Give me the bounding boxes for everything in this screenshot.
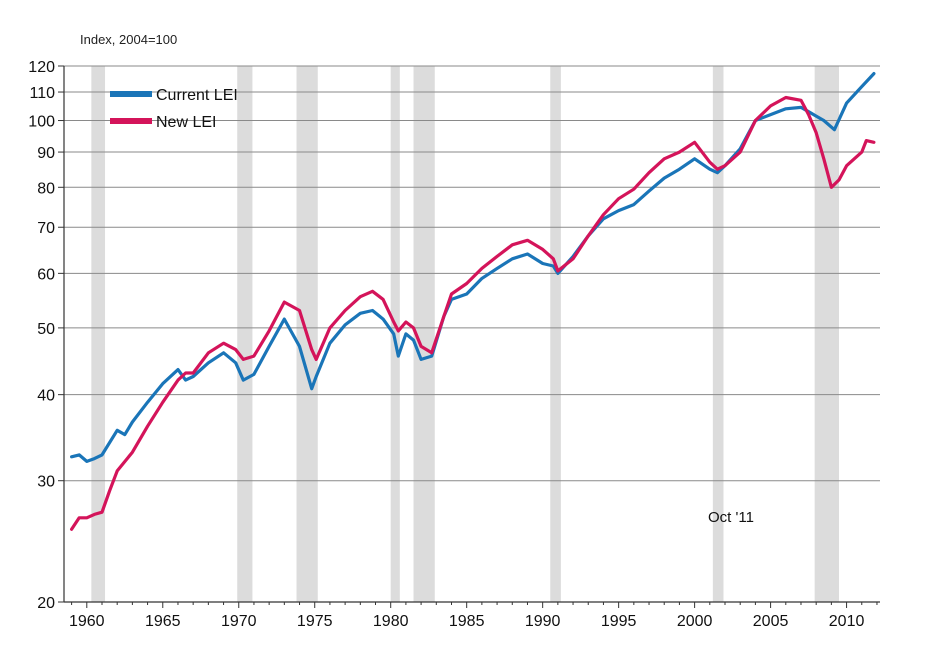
x-tick-label-1975: 1975 (297, 613, 333, 630)
gridlines-group (64, 65, 880, 482)
x-tick-label-1990: 1990 (525, 613, 561, 630)
x-tick-label-1970: 1970 (221, 613, 257, 630)
y-tick-label-80: 80 (37, 180, 55, 197)
recession-bar-7 (814, 66, 839, 602)
y-tick-label-110: 110 (29, 85, 55, 102)
y-tick-label-120: 120 (28, 59, 55, 76)
x-tick-labels: 1960 1965 1970 1975 1980 1985 1990 1995 2000 2005… (69, 613, 864, 630)
x-tick-label-2005: 2005 (753, 613, 789, 630)
recession-bar-6 (712, 66, 724, 602)
legend: Current LEI New LEI (110, 87, 238, 131)
recession-bar-4 (413, 66, 435, 602)
y-tick-label-100: 100 (28, 114, 55, 131)
series-line-new-lei (70, 95, 876, 531)
recession-bar-1 (237, 66, 253, 602)
y-tick-label-70: 70 (37, 220, 55, 237)
y-tick-labels: 20 30 40 50 60 70 80 90 100 110 120 (28, 59, 55, 612)
date-annotation: Oct '11 (708, 509, 754, 526)
y-tick-label-50: 50 (37, 321, 55, 338)
recession-bar-5 (550, 66, 561, 602)
axes-group (58, 65, 880, 608)
series-line-current-lei (70, 72, 876, 463)
y-axis-label: Index, 2004=100 (80, 32, 177, 47)
x-tick-label-1995: 1995 (601, 613, 637, 630)
x-tick-label-2010: 2010 (829, 613, 865, 630)
x-tick-label-2000: 2000 (677, 613, 713, 630)
y-tick-label-60: 60 (37, 266, 55, 283)
y-tick-label-30: 30 (37, 474, 55, 491)
x-tick-label-1960: 1960 (69, 613, 105, 630)
recession-bar-0 (91, 66, 106, 602)
y-tick-label-20: 20 (37, 595, 55, 612)
series-lines-group (70, 72, 876, 531)
y-tick-label-90: 90 (37, 145, 55, 162)
legend-label-new-lei: New LEI (156, 114, 216, 131)
x-tick-label-1985: 1985 (449, 613, 485, 630)
legend-label-current-lei: Current LEI (156, 87, 238, 104)
x-tick-label-1980: 1980 (373, 613, 409, 630)
x-tick-label-1965: 1965 (145, 613, 181, 630)
y-tick-label-40: 40 (37, 388, 55, 405)
